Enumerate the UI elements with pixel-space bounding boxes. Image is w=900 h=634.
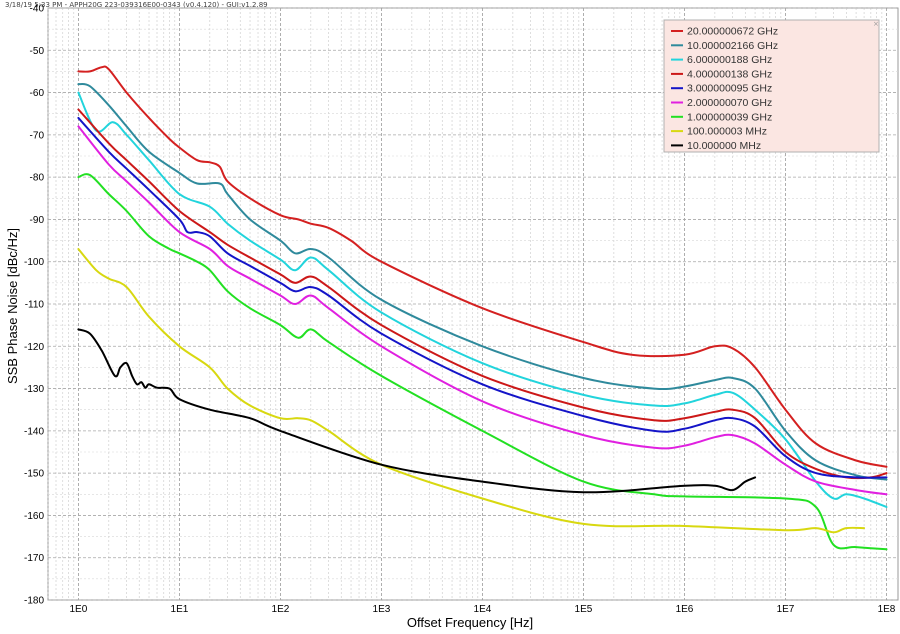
y-tick-label: -40	[30, 4, 45, 15]
y-tick-label: -180	[24, 596, 44, 607]
legend-label: 3.000000095 GHz	[687, 83, 772, 95]
x-tick-label: 1E8	[878, 604, 896, 615]
legend-label: 2.000000070 GHz	[687, 97, 772, 109]
series-line-3	[77, 108, 888, 480]
y-axis-ticks: -40 -50 -60 -70 -80 -90 -100 -110 -120 -130 -140 -1…	[24, 4, 44, 607]
legend-box	[663, 19, 880, 153]
series-line-1	[77, 82, 888, 481]
series-line-8	[77, 328, 757, 494]
y-tick-label: -150	[24, 469, 44, 480]
y-tick-label: -90	[30, 215, 45, 226]
series-line-4	[77, 116, 888, 479]
y-tick-label: -50	[30, 46, 45, 57]
legend-label: 6.000000188 GHz	[687, 54, 772, 66]
x-tick-label: 1E4	[474, 604, 492, 615]
x-tick-label: 1E1	[171, 604, 189, 615]
x-tick-label: 1E2	[272, 604, 290, 615]
series-line-6	[77, 173, 888, 551]
y-axis-title: SSB Phase Noise [dBc/Hz]	[5, 228, 20, 384]
y-tick-label: -140	[24, 426, 44, 437]
x-tick-label: 1E5	[575, 604, 593, 615]
x-axis-title: Offset Frequency [Hz]	[407, 615, 533, 630]
y-tick-label: -70	[30, 130, 45, 141]
x-tick-label: 1E0	[70, 604, 88, 615]
legend[interactable]: × 20.000000672 GHz 10.000002166 GHz 6.0000…	[663, 19, 880, 153]
legend-label: 4.000000138 GHz	[687, 68, 772, 80]
legend-label: 10.000002166 GHz	[687, 40, 778, 52]
legend-label: 100.000003 MHz	[687, 126, 767, 138]
y-tick-label: -100	[24, 257, 44, 268]
series-lines	[77, 65, 888, 551]
y-tick-label: -120	[24, 342, 44, 353]
x-tick-label: 1E6	[676, 604, 694, 615]
window-header: 3/18/19 5:33 PM - APPH20G 223-039316E00-…	[5, 1, 268, 9]
legend-label: 20.000000672 GHz	[687, 26, 778, 38]
y-tick-label: -80	[30, 173, 45, 184]
legend-close-icon[interactable]: ×	[873, 20, 879, 28]
legend-label: 1.000000039 GHz	[687, 111, 772, 123]
legend-items: 20.000000672 GHz 10.000002166 GHz 6.000000…	[671, 26, 778, 152]
y-tick-label: -160	[24, 511, 44, 522]
y-tick-label: -110	[25, 300, 45, 311]
x-axis-ticks: 1E0 1E1 1E2 1E3 1E4 1E5 1E6 1E7 1E8	[70, 604, 896, 615]
x-tick-label: 1E3	[373, 604, 391, 615]
series-line-0	[77, 65, 888, 468]
y-tick-label: -130	[24, 384, 44, 395]
legend-label: 10.000000 MHz	[687, 140, 761, 152]
series-line-5	[77, 125, 888, 496]
series-line-7	[77, 248, 866, 534]
y-tick-label: -170	[24, 553, 44, 564]
y-tick-label: -60	[30, 88, 45, 99]
x-tick-label: 1E7	[777, 604, 795, 615]
